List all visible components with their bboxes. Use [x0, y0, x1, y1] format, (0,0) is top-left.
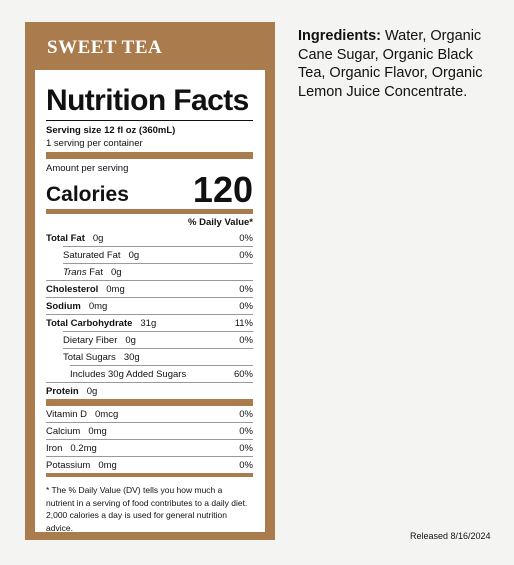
ingredients-label: Ingredients:	[298, 28, 381, 44]
nutrient-left: Saturated Fat 0g	[63, 247, 139, 263]
nutrient-row: Trans Fat 0g	[63, 263, 253, 280]
nutrient-name: Fat	[89, 267, 103, 278]
nutrient-row: Vitamin D 0mcg 0%	[46, 406, 253, 422]
nutrient-row: Sodium 0mg 0%	[46, 297, 253, 314]
nutrient-left: Calcium 0mg	[46, 423, 107, 439]
facts-content: Nutrition Facts Serving size 12 fl oz (3…	[46, 84, 253, 534]
nutrient-dv: 0%	[239, 250, 253, 261]
facts-panel: Nutrition Facts Serving size 12 fl oz (3…	[35, 70, 265, 534]
calories-value: 120	[192, 169, 253, 210]
nutrient-amount: 31g	[140, 318, 157, 329]
nutrient-dv: 0%	[239, 460, 253, 471]
nutrient-left: Dietary Fiber 0g	[63, 332, 136, 348]
nutrient-name: Includes 30g Added Sugars	[70, 369, 187, 380]
nutrient-amount: 0g	[128, 250, 140, 261]
rule	[46, 120, 253, 121]
nutrient-left: Protein 0g	[46, 383, 97, 399]
released: Released 8/16/2024	[410, 531, 491, 541]
vitamin-rows: Vitamin D 0mcg 0% Calcium 0mg 0% Iron 0.2mg 0% Po…	[46, 406, 253, 473]
rule	[46, 473, 253, 477]
nutrient-name: Calcium	[46, 426, 81, 437]
nutrient-row: Cholesterol 0mg 0%	[46, 280, 253, 297]
nutrient-amount: 0mg	[88, 426, 107, 437]
nutrient-dv: 0%	[239, 443, 253, 454]
nutrient-name: Total Fat	[46, 233, 85, 244]
rule	[46, 399, 253, 406]
nutrient-row: Includes 30g Added Sugars 60%	[70, 365, 253, 382]
nutrient-name: Sodium	[46, 301, 81, 312]
facts-title: Nutrition Facts	[46, 84, 249, 117]
nutrient-left: Iron 0.2mg	[46, 440, 97, 456]
nutrient-dv: 11%	[234, 318, 253, 329]
nutrient-dv: 0%	[239, 426, 253, 437]
nutrient-name: Protein	[46, 386, 79, 397]
nutrient-dv: 0%	[239, 233, 253, 244]
nutrient-row: Protein 0g	[46, 382, 253, 399]
nutrient-row: Dietary Fiber 0g 0%	[63, 331, 253, 348]
nutrient-left: Sodium 0mg	[46, 298, 107, 314]
nutrient-row: Total Carbohydrate 31g 11%	[46, 314, 253, 331]
nutrient-row: Total Fat 0g 0%	[46, 230, 253, 246]
servings: 1 serving per container	[46, 138, 143, 149]
rule	[46, 209, 253, 214]
calories-row: Calories 120	[46, 169, 253, 210]
amount-per-serving: Amount per serving	[46, 163, 129, 174]
ingredients-text: Water, Organic Cane Sugar, Organic Black…	[298, 28, 483, 100]
label: SWEET TEA Nutrition Facts Serving size 1…	[25, 22, 275, 540]
nutrient-name-italic: Trans	[63, 267, 87, 278]
nutrient-amount: 0g	[86, 386, 98, 397]
nutrient-row: Total Sugars 30g	[63, 348, 253, 365]
nutrient-name: Vitamin D	[46, 409, 88, 420]
nutrient-left: Cholesterol 0mg	[46, 281, 125, 297]
serving-size: Serving size 12 fl oz (360mL)	[46, 125, 176, 136]
ingredients: Ingredients: Water, Organic Cane Sugar, …	[298, 27, 498, 101]
nutrient-amount: 0mg	[98, 460, 117, 471]
nutrient-left: Vitamin D 0mcg	[46, 406, 118, 422]
nutrient-amount: 30g	[123, 352, 140, 363]
nutrient-dv: 0%	[239, 284, 253, 295]
nutrient-row: Saturated Fat 0g 0%	[63, 246, 253, 263]
nutrient-row: Potassium 0mg 0%	[46, 456, 253, 473]
nutrient-left: Total Fat 0g	[46, 230, 103, 246]
dv-header: % Daily Value*	[188, 217, 253, 228]
nutrient-name: Dietary Fiber	[63, 335, 118, 346]
nutrient-left: Potassium 0mg	[46, 457, 117, 473]
label-header: SWEET TEA	[47, 37, 163, 58]
footnote: * The % Daily Value (DV) tells you how m…	[46, 485, 248, 533]
nutrient-dv: 0%	[239, 409, 253, 420]
rule	[46, 152, 253, 159]
nutrient-amount: 0mg	[106, 284, 125, 295]
nutrient-name: Cholesterol	[46, 284, 99, 295]
nutrient-name: Saturated Fat	[63, 250, 121, 261]
nutrient-left: Total Carbohydrate 31g	[46, 315, 156, 331]
nutrient-amount: 0mg	[88, 301, 108, 312]
nutrient-name: Total Sugars	[63, 352, 116, 363]
nutrient-row: Calcium 0mg 0%	[46, 422, 253, 439]
nutrient-rows: Total Fat 0g 0% Saturated Fat 0g 0% Trans Fat 0…	[46, 230, 253, 399]
nutrient-dv: 0%	[239, 335, 253, 346]
nutrient-amount: 0mcg	[95, 409, 119, 420]
nutrient-left: Trans Fat 0g	[63, 264, 122, 280]
calories-label: Calories	[46, 183, 129, 206]
nutrient-dv: 0%	[239, 301, 253, 312]
nutrient-name: Iron	[46, 443, 63, 454]
nutrient-dv: 60%	[233, 369, 253, 380]
nutrient-left: Total Sugars 30g	[63, 349, 140, 365]
nutrient-name: Total Carbohydrate	[46, 318, 133, 329]
nutrient-amount: 0g	[125, 335, 136, 346]
nutrient-left: Includes 30g Added Sugars	[70, 366, 186, 382]
nutrient-amount: 0g	[92, 233, 104, 244]
nutrient-name: Potassium	[46, 460, 91, 471]
nutrient-amount: 0.2mg	[70, 443, 97, 454]
nutrient-row: Iron 0.2mg 0%	[46, 439, 253, 456]
nutrient-amount: 0g	[110, 267, 122, 278]
